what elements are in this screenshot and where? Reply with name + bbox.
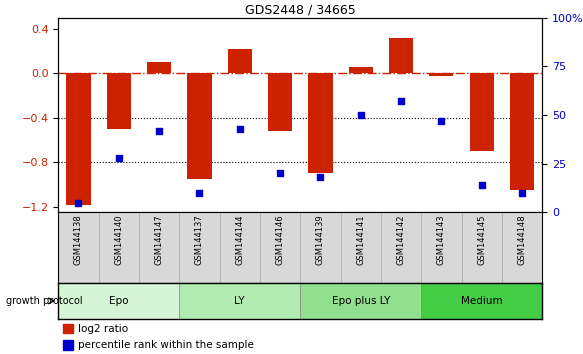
Bar <box>470 73 494 151</box>
Bar <box>58 212 99 283</box>
Bar <box>187 73 212 179</box>
Point <box>437 118 446 124</box>
Text: GSM144148: GSM144148 <box>518 215 526 265</box>
Bar <box>147 62 171 73</box>
Bar <box>381 212 421 283</box>
Point <box>74 200 83 205</box>
Bar <box>349 67 373 73</box>
Bar <box>180 212 220 283</box>
Point <box>235 126 244 132</box>
Text: GSM144139: GSM144139 <box>316 215 325 265</box>
Bar <box>389 38 413 73</box>
Point <box>114 155 124 161</box>
Bar <box>340 212 381 283</box>
Bar <box>66 73 90 205</box>
Point <box>477 182 486 188</box>
Bar <box>429 73 454 75</box>
Text: Medium: Medium <box>461 296 503 306</box>
Text: GSM144140: GSM144140 <box>114 215 123 265</box>
Text: Epo plus LY: Epo plus LY <box>332 296 390 306</box>
Point <box>356 112 366 118</box>
Bar <box>63 340 73 350</box>
Text: GSM144141: GSM144141 <box>356 215 365 265</box>
Text: log2 ratio: log2 ratio <box>78 324 128 333</box>
Text: percentile rank within the sample: percentile rank within the sample <box>78 340 254 350</box>
Bar <box>58 283 180 319</box>
Text: GSM144144: GSM144144 <box>236 215 244 265</box>
Text: GSM144145: GSM144145 <box>477 215 486 265</box>
Text: LY: LY <box>234 296 245 306</box>
Bar <box>260 212 300 283</box>
Point <box>396 98 406 104</box>
Bar <box>99 212 139 283</box>
Bar <box>510 73 534 190</box>
Bar <box>502 212 542 283</box>
Bar <box>308 73 332 173</box>
Bar <box>107 73 131 129</box>
Text: GSM144146: GSM144146 <box>276 215 285 265</box>
Bar <box>421 283 542 319</box>
Point <box>275 171 285 176</box>
Bar <box>220 212 260 283</box>
Bar <box>462 212 502 283</box>
Bar <box>300 212 340 283</box>
Point <box>154 128 164 133</box>
Bar <box>268 73 292 131</box>
Bar <box>227 49 252 73</box>
Bar <box>300 283 421 319</box>
Text: Epo: Epo <box>109 296 128 306</box>
Text: GSM144143: GSM144143 <box>437 215 446 265</box>
Point <box>316 175 325 180</box>
Text: growth protocol: growth protocol <box>6 296 82 306</box>
Text: GSM144137: GSM144137 <box>195 215 204 265</box>
Text: GSM144147: GSM144147 <box>154 215 164 265</box>
Title: GDS2448 / 34665: GDS2448 / 34665 <box>245 4 356 17</box>
Bar <box>421 212 462 283</box>
Bar <box>139 212 180 283</box>
Point <box>195 190 204 196</box>
Text: GSM144138: GSM144138 <box>74 215 83 265</box>
Point <box>517 190 526 196</box>
Text: GSM144142: GSM144142 <box>396 215 406 265</box>
Bar <box>180 283 300 319</box>
Bar <box>63 324 73 333</box>
